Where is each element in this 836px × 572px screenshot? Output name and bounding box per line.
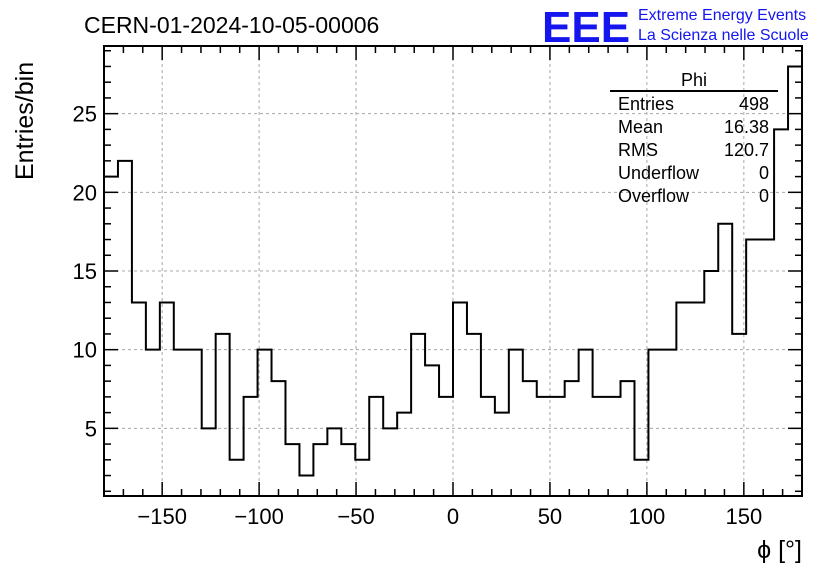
histogram-series [104, 65, 802, 496]
histogram-bin [425, 365, 439, 496]
histogram-bin [565, 381, 579, 496]
stats-row-label: Overflow [618, 186, 690, 206]
histogram-bin [313, 444, 327, 496]
histogram-bin [509, 350, 523, 496]
histogram-bin [341, 444, 355, 496]
logo-mark: EEE [542, 3, 630, 52]
stats-row-label: Entries [618, 94, 674, 114]
stats-row-value: 498 [739, 94, 769, 114]
histogram-bin [355, 460, 369, 496]
histogram-bin [662, 350, 676, 496]
histogram-bin [621, 381, 635, 496]
histogram-bin [648, 350, 662, 496]
histogram-bin [369, 397, 383, 496]
histogram-bin [467, 334, 481, 496]
histogram-bin [537, 397, 551, 496]
logo-line-1: Extreme Energy Events [638, 7, 806, 24]
y-tick-label: 10 [73, 338, 97, 363]
histogram-bin [244, 397, 258, 496]
histogram-bin [481, 397, 495, 496]
histogram-bin [704, 271, 718, 496]
stats-row-value: 0 [759, 163, 769, 183]
x-tick-label: 50 [538, 504, 562, 529]
logo-line-2: La Scienza nelle Scuole [638, 27, 809, 44]
stats-row-value: 16.38 [724, 117, 769, 137]
stats-rows: Entries 498 Mean 16.38 RMS 120.7 Underflow 0 Ove… [618, 94, 769, 206]
y-tick-label: 15 [73, 259, 97, 284]
histogram-bin [299, 476, 313, 496]
histogram-bin [746, 240, 760, 496]
eee-logo: EEE Extreme Energy Events La Scienza nel… [542, 3, 809, 52]
histogram-bin [788, 66, 802, 496]
histogram-bin [285, 444, 299, 496]
histogram-bin [146, 350, 160, 496]
histogram-bin [174, 350, 188, 496]
histogram-bin [202, 428, 216, 496]
histogram-bin [230, 460, 244, 496]
y-axis-label: Entries/bin [11, 62, 39, 180]
stats-row-label: RMS [618, 140, 658, 160]
histogram-bin [118, 161, 132, 496]
stats-row-label: Underflow [618, 163, 700, 183]
stats-row-value: 120.7 [724, 140, 769, 160]
stats-box-title: Phi [681, 70, 707, 90]
histogram-bin [397, 413, 411, 496]
histogram-bin [132, 302, 146, 496]
histogram-bin [676, 302, 690, 496]
chart-title: CERN-01-2024-10-05-00006 [84, 12, 379, 38]
histogram-bin [523, 381, 537, 496]
histogram-bin [774, 129, 788, 496]
stats-box: Phi Entries 498 Mean 16.38 RMS 120.7 Underflow… [610, 70, 778, 206]
x-tick-labels: −150 −100 −50 0 50 100 150 [137, 504, 762, 529]
histogram-bin [258, 350, 272, 496]
histogram-bin [272, 381, 286, 496]
histogram-bin [453, 302, 467, 496]
histogram-bin [690, 302, 704, 496]
x-tick-label: −150 [137, 504, 187, 529]
histogram-bin [188, 350, 202, 496]
y-tick-labels: 5 10 15 20 25 [73, 102, 97, 442]
y-tick-label: 25 [73, 102, 97, 127]
x-tick-label: 0 [447, 504, 459, 529]
histogram-bin [495, 413, 509, 496]
x-tick-label: 150 [725, 504, 762, 529]
histogram-bin [760, 240, 774, 496]
histogram-bin [732, 334, 746, 496]
stats-row-value: 0 [759, 186, 769, 206]
histogram-bin [160, 302, 174, 496]
histogram-bin [718, 224, 732, 496]
histogram-bin [593, 397, 607, 496]
x-tick-label: −100 [234, 504, 284, 529]
histogram-bin [411, 334, 425, 496]
y-tick-label: 5 [85, 416, 97, 441]
x-axis-label: ϕ [°] [757, 536, 802, 564]
y-tick-label: 20 [73, 180, 97, 205]
histogram-outline [104, 65, 802, 477]
histogram-bin [327, 428, 341, 496]
grid-lines [104, 46, 802, 496]
histogram-bin [607, 397, 621, 496]
histogram-bin [579, 350, 593, 496]
axis-ticks [103, 46, 803, 496]
histogram-bin [439, 397, 453, 496]
x-tick-label: 100 [629, 504, 666, 529]
stats-row-label: Mean [618, 117, 663, 137]
histogram-bin [216, 334, 230, 496]
histogram-bin [551, 397, 565, 496]
histogram-bin [383, 428, 397, 496]
x-tick-label: −50 [337, 504, 374, 529]
